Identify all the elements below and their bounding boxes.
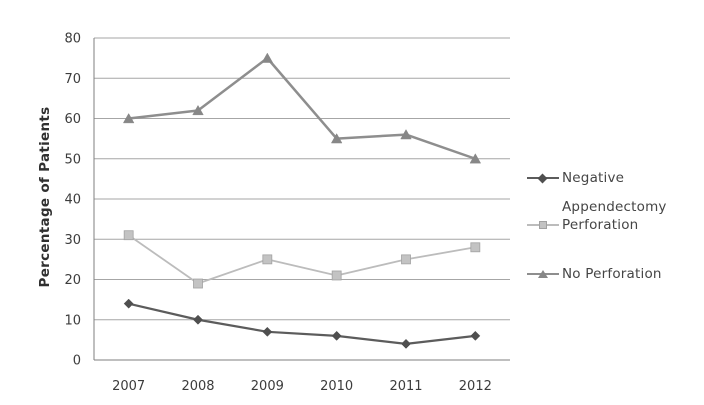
- y-tick-label: 30: [64, 233, 81, 248]
- legend-label-appendectomy: Appendectomy: [562, 199, 667, 215]
- legend-marker-perforation: [527, 219, 559, 231]
- series-line: [127, 56, 477, 160]
- data-point-marker: [192, 104, 204, 116]
- data-point-marker: [123, 230, 134, 241]
- y-tick-label: 40: [64, 193, 81, 208]
- data-point-marker: [122, 112, 135, 124]
- data-point-marker: [469, 153, 482, 164]
- series-line: [127, 234, 477, 285]
- data-point-marker: [331, 330, 342, 341]
- legend-label-perforation: Perforation: [562, 217, 639, 233]
- legend-marker-no-perforation: [527, 268, 559, 280]
- data-point-marker: [261, 52, 274, 63]
- data-point-marker: [193, 278, 203, 289]
- data-point-marker: [470, 330, 481, 341]
- data-point-marker: [331, 270, 342, 281]
- data-point-marker: [123, 298, 134, 309]
- y-axis-title: Percentage of Patients: [37, 106, 53, 288]
- y-tick-label: 0: [73, 354, 81, 369]
- legend-label-no-perforation: No Perforation: [562, 266, 662, 282]
- data-point-marker: [470, 242, 481, 253]
- data-point-marker: [193, 314, 203, 325]
- x-tick-label: 2009: [251, 379, 284, 394]
- diamond-marker-icon: [537, 173, 548, 183]
- data-point-marker: [400, 129, 412, 140]
- square-marker-icon: [539, 221, 547, 229]
- y-tick-label: 10: [64, 313, 81, 328]
- data-point-marker: [401, 254, 411, 265]
- y-tick-label: 70: [64, 72, 81, 87]
- x-tick-label: 2008: [181, 379, 214, 394]
- y-tick-label: 80: [64, 32, 81, 47]
- y-tick-label: 20: [64, 273, 81, 288]
- x-tick-label: 2007: [112, 379, 145, 394]
- triangle-marker-icon: [538, 269, 548, 278]
- legend-label-negative: Negative: [562, 170, 625, 186]
- data-point-marker: [262, 254, 273, 265]
- y-tick-label: 60: [64, 112, 81, 127]
- y-tick-label: 50: [64, 152, 81, 167]
- x-tick-label: 2011: [389, 379, 422, 394]
- data-point-marker: [262, 326, 273, 337]
- data-point-marker: [330, 133, 343, 144]
- series-line: [127, 302, 477, 345]
- x-tick-label: 2010: [320, 379, 353, 394]
- data-point-marker: [401, 338, 411, 349]
- legend-marker-negative-appendectomy: [527, 172, 559, 184]
- x-tick-label: 2012: [459, 379, 492, 394]
